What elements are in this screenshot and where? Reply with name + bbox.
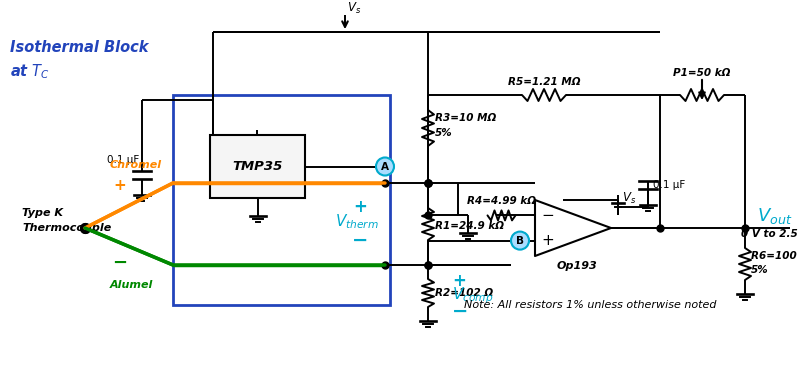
Text: B: B [516, 236, 524, 245]
Text: Chromel: Chromel [110, 160, 162, 170]
Text: Alumel: Alumel [110, 280, 154, 290]
Text: +: + [114, 177, 126, 192]
Polygon shape [535, 200, 611, 256]
Text: +: + [452, 272, 466, 290]
Text: Thermocouple: Thermocouple [22, 223, 111, 233]
Text: Isothermal Block: Isothermal Block [10, 40, 149, 56]
Text: R6=100 kΩ: R6=100 kΩ [751, 251, 800, 261]
Text: $V_{therm}$: $V_{therm}$ [335, 213, 379, 231]
Text: Note: All resistors 1% unless otherwise noted: Note: All resistors 1% unless otherwise … [464, 300, 716, 310]
Text: R2=102 Ω: R2=102 Ω [435, 288, 494, 298]
Text: 5%: 5% [435, 128, 453, 138]
Bar [173, 95, 390, 305]
Text: 0.1 μF: 0.1 μF [653, 180, 686, 190]
Text: TMP35: TMP35 [232, 160, 282, 173]
Circle shape [376, 158, 394, 176]
Bar [210, 135, 305, 198]
Text: R3=10 MΩ: R3=10 MΩ [435, 113, 496, 123]
Text: −: − [113, 254, 127, 272]
Text: R4=4.99 kΩ: R4=4.99 kΩ [467, 197, 536, 206]
Text: R1=24.9 kΩ: R1=24.9 kΩ [435, 221, 504, 231]
Text: Op193: Op193 [557, 261, 598, 271]
Text: +: + [541, 233, 554, 248]
Text: $V_{comp}$: $V_{comp}$ [452, 286, 494, 306]
Text: $V_{out}$: $V_{out}$ [758, 206, 793, 226]
Text: −: − [452, 301, 468, 321]
Circle shape [511, 231, 529, 250]
Text: −: − [541, 208, 554, 223]
Text: A: A [381, 162, 389, 171]
Text: Type K: Type K [22, 208, 63, 218]
Text: R5=1.21 MΩ: R5=1.21 MΩ [508, 77, 580, 87]
Text: P1=50 kΩ: P1=50 kΩ [674, 68, 730, 78]
Text: +: + [353, 198, 367, 216]
Text: 5%: 5% [751, 265, 769, 275]
Text: −: − [352, 230, 368, 250]
Text: $V_s$: $V_s$ [347, 0, 361, 15]
Text: 0.1 μF: 0.1 μF [106, 155, 139, 165]
Text: 0 V to 2.5 V: 0 V to 2.5 V [741, 229, 800, 239]
Text: $V_s$: $V_s$ [622, 191, 636, 206]
Text: at $T_C$: at $T_C$ [10, 63, 50, 81]
